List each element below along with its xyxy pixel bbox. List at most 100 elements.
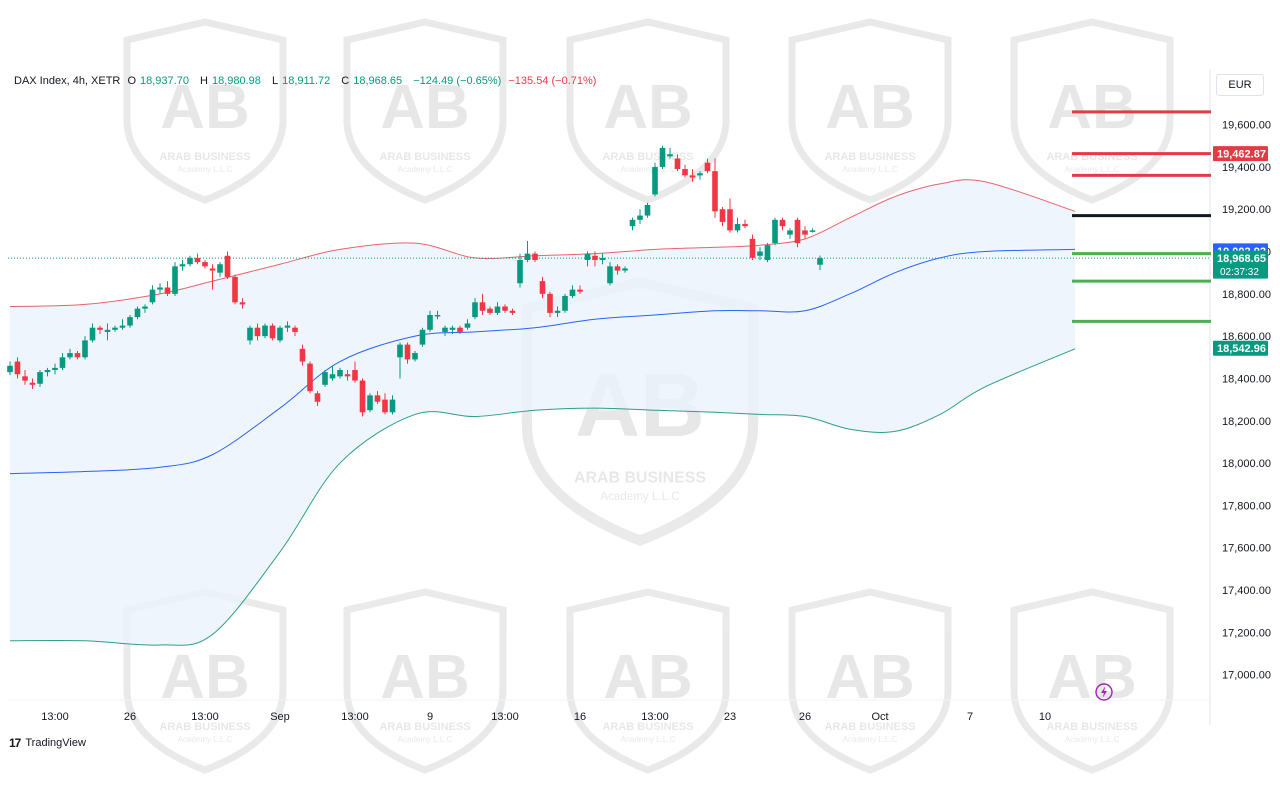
watermark-line2: Academy L.L.C: [1065, 165, 1120, 174]
legend-symbol[interactable]: DAX Index, 4h, XETR: [14, 75, 121, 87]
price-tick-label: 18,400.00: [1222, 373, 1271, 385]
watermark-line2: Academy L.L.C: [600, 490, 679, 503]
candle: [434, 310, 441, 320]
candle-body: [764, 245, 771, 260]
currency-button[interactable]: EUR: [1216, 74, 1264, 96]
candle-body: [667, 154, 673, 157]
flash-icon[interactable]: [1095, 683, 1113, 701]
candle-body: [14, 361, 21, 375]
candle: [134, 306, 141, 320]
watermark-shield-icon: AB ARAB BUSINESS Academy L.L.C: [566, 18, 730, 204]
candle: [329, 365, 336, 381]
candle: [187, 255, 193, 267]
candle-body: [757, 251, 763, 256]
tradingview-brand[interactable]: 17 TradingView: [9, 736, 86, 750]
candle: [59, 353, 66, 370]
candle-body: [817, 258, 823, 265]
candle: [389, 395, 396, 415]
candle: [487, 306, 493, 315]
candle-body: [382, 399, 388, 413]
candle-body: [727, 209, 733, 231]
time-axis[interactable]: 13:00 26 13:00 Sep 13:00 9 13:00 16 13:00 23 26 Oct…: [41, 711, 1051, 723]
shield-outline: [343, 588, 507, 774]
candle-body: [292, 327, 298, 332]
axis-price-label: 18,968.65 02:37:32: [1213, 250, 1268, 279]
candle: [742, 219, 748, 229]
candle-body: [7, 365, 13, 373]
shield-outline: [566, 588, 730, 774]
candle: [697, 171, 703, 180]
candle-body: [314, 393, 321, 402]
price-tick-label: 17,600.00: [1222, 543, 1271, 555]
candle: [427, 310, 433, 332]
candle: [194, 253, 201, 265]
candle-body: [659, 147, 666, 167]
candle-body: [562, 295, 568, 311]
candle: [277, 325, 283, 343]
shield-outline: [343, 18, 507, 204]
candle-body: [254, 327, 261, 337]
candle: [592, 251, 598, 267]
candle-body: [374, 395, 381, 402]
shield-outline: [521, 277, 759, 546]
candle: [524, 240, 531, 263]
candle-body: [494, 306, 501, 313]
price-axis[interactable]: 17,000.00 17,200.00 17,400.00 17,600.00 17,8…: [1222, 120, 1271, 682]
watermark-line2: Academy L.L.C: [621, 735, 676, 744]
candle-body: [464, 323, 471, 328]
candle: [794, 217, 801, 248]
candle-body: [442, 327, 448, 332]
tradingview-name: TradingView: [25, 737, 86, 749]
candle-body: [209, 268, 216, 271]
price-tick-label: 18,600.00: [1222, 331, 1271, 343]
candle-body: [517, 260, 523, 284]
candle: [142, 304, 148, 313]
candle-body: [412, 353, 418, 360]
candle: [637, 209, 643, 225]
watermark-line2: Academy L.L.C: [398, 735, 453, 744]
candle: [749, 234, 756, 260]
candle-body: [742, 224, 748, 227]
candle: [209, 264, 216, 290]
candle-body: [337, 370, 343, 377]
candle-body: [794, 219, 801, 244]
candle-body: [44, 370, 51, 373]
candle-body: [97, 327, 103, 330]
candle: [479, 293, 486, 315]
lower-band-line: [9, 348, 1076, 646]
candle: [667, 147, 673, 159]
price-tick-label: 19,200.00: [1222, 204, 1271, 216]
flash-icon-ring: [1095, 683, 1113, 701]
flash-icon-bolt: [1101, 686, 1107, 698]
candle-body: [172, 266, 178, 294]
watermark-line2: Academy L.L.C: [178, 165, 233, 174]
candle: [404, 342, 411, 364]
candle: [689, 169, 696, 182]
price-tick-label: 19,400.00: [1222, 162, 1271, 174]
level-lines: [1072, 110, 1211, 323]
candles[interactable]: [7, 145, 1210, 417]
candle-body: [457, 327, 463, 332]
candle-body: [704, 162, 711, 172]
watermark-line1: ARAB BUSINESS: [574, 470, 706, 487]
candle-body: [134, 308, 141, 318]
watermark-logo: AB: [380, 73, 470, 142]
candle-body: [277, 327, 283, 341]
candle-body: [397, 344, 403, 358]
candle-body: [104, 329, 111, 332]
candle-body: [629, 219, 636, 227]
candle: [599, 253, 606, 265]
candle-body: [779, 219, 786, 227]
legend-low: 18,911.72: [282, 75, 331, 87]
candle: [172, 262, 178, 296]
axis-price-label-bg: [1213, 146, 1268, 162]
candle: [764, 243, 771, 263]
candle-body: [584, 253, 591, 260]
watermark-line2: Academy L.L.C: [621, 165, 676, 174]
candle-body: [419, 329, 426, 345]
candle: [119, 319, 126, 330]
candle: [149, 285, 156, 305]
candle: [554, 306, 561, 318]
candle: [457, 325, 463, 335]
